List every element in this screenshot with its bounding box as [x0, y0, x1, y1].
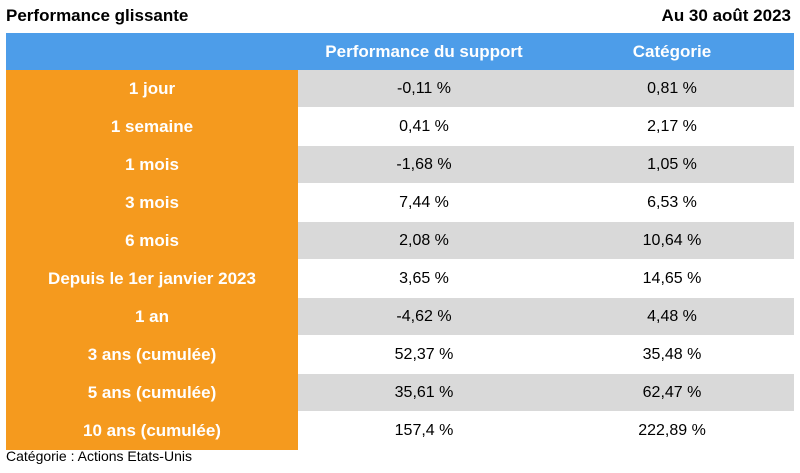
table-row: 1 semaine 0,41 % 2,17 %: [6, 107, 794, 146]
categorie-value: 222,89 %: [550, 411, 794, 450]
categorie-value: 10,64 %: [550, 221, 794, 260]
row-label: 10 ans (cumulée): [6, 411, 298, 450]
support-value: 52,37 %: [298, 335, 550, 374]
row-label: Depuis le 1er janvier 2023: [6, 259, 298, 298]
table-header-row: Performance du support Catégorie: [6, 33, 794, 70]
table-row: 1 jour -0,11 % 0,81 %: [6, 70, 794, 108]
support-value: 0,41 %: [298, 107, 550, 146]
support-value: -0,11 %: [298, 70, 550, 108]
categorie-value: 0,81 %: [550, 70, 794, 108]
table-row: 6 mois 2,08 % 10,64 %: [6, 221, 794, 260]
table-row: 5 ans (cumulée) 35,61 % 62,47 %: [6, 373, 794, 412]
row-label: 3 ans (cumulée): [6, 335, 298, 374]
table-row: 10 ans (cumulée) 157,4 % 222,89 %: [6, 411, 794, 450]
row-label: 1 jour: [6, 70, 298, 108]
as-of-date: Au 30 août 2023: [661, 6, 791, 25]
support-value: 3,65 %: [298, 259, 550, 298]
support-value: -1,68 %: [298, 145, 550, 184]
row-label: 1 an: [6, 297, 298, 336]
support-value: 35,61 %: [298, 373, 550, 412]
table-row: Depuis le 1er janvier 2023 3,65 % 14,65 …: [6, 259, 794, 298]
footnote: Catégorie : Actions Etats-Unis: [6, 448, 192, 464]
row-label: 3 mois: [6, 183, 298, 222]
table-row: 1 an -4,62 % 4,48 %: [6, 297, 794, 336]
row-label: 1 semaine: [6, 107, 298, 146]
page-title: Performance glissante: [6, 6, 189, 25]
performance-table: Performance du support Catégorie 1 jour …: [6, 33, 794, 450]
categorie-value: 35,48 %: [550, 335, 794, 374]
support-value: 157,4 %: [298, 411, 550, 450]
row-label: 6 mois: [6, 221, 298, 260]
support-value: 2,08 %: [298, 221, 550, 260]
categorie-value: 4,48 %: [550, 297, 794, 336]
categorie-value: 6,53 %: [550, 183, 794, 222]
column-header-period: [6, 33, 298, 70]
row-label: 1 mois: [6, 145, 298, 184]
categorie-value: 62,47 %: [550, 373, 794, 412]
categorie-value: 14,65 %: [550, 259, 794, 298]
support-value: 7,44 %: [298, 183, 550, 222]
table-row: 3 mois 7,44 % 6,53 %: [6, 183, 794, 222]
table-row: 1 mois -1,68 % 1,05 %: [6, 145, 794, 184]
support-value: -4,62 %: [298, 297, 550, 336]
column-header-categorie: Catégorie: [550, 33, 794, 70]
categorie-value: 2,17 %: [550, 107, 794, 146]
row-label: 5 ans (cumulée): [6, 373, 298, 412]
column-header-support: Performance du support: [298, 33, 550, 70]
categorie-value: 1,05 %: [550, 145, 794, 184]
table-row: 3 ans (cumulée) 52,37 % 35,48 %: [6, 335, 794, 374]
